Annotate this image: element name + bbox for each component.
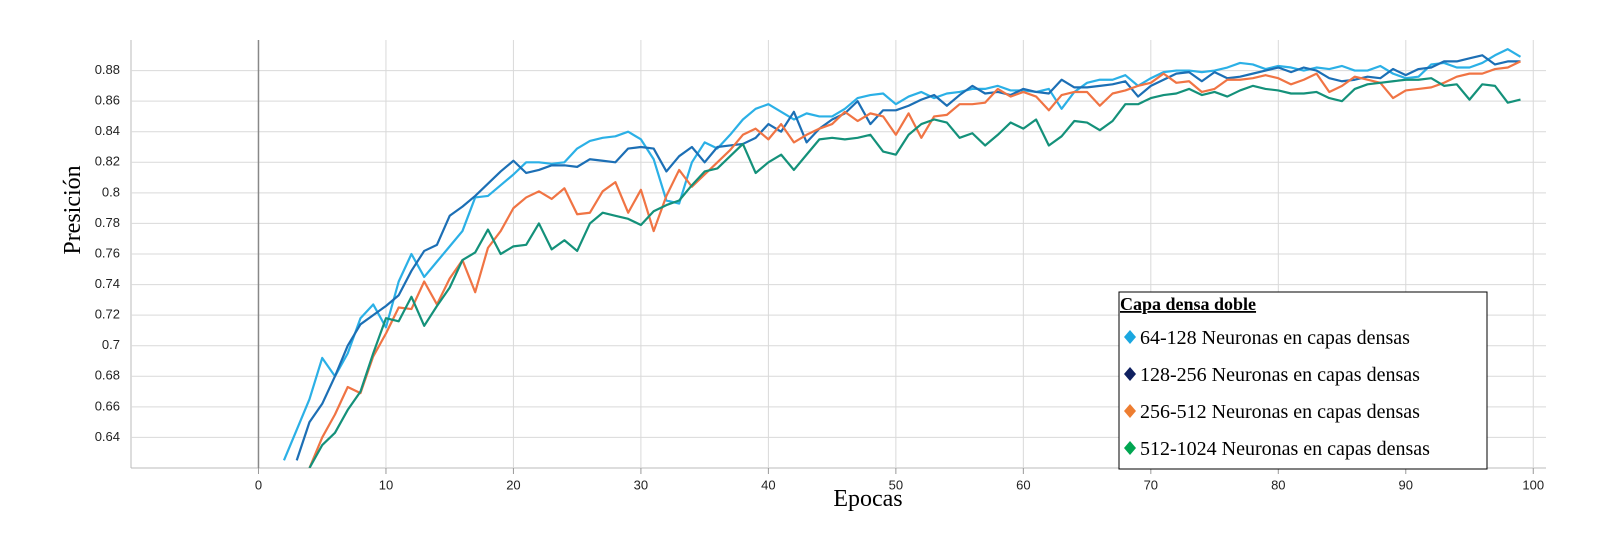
y-tick-label: 0.74 — [95, 276, 120, 291]
y-tick-label: 0.82 — [95, 154, 120, 169]
y-tick-label: 0.78 — [95, 215, 120, 230]
legend-marker — [1124, 367, 1136, 381]
y-tick-label: 0.7 — [102, 337, 120, 352]
x-tick-label: 0 — [255, 477, 262, 492]
x-tick-label: 10 — [379, 477, 393, 492]
x-tick-label: 100 — [1522, 477, 1544, 492]
series-line — [295, 54, 1521, 461]
x-axis-label: Epocas — [833, 486, 902, 512]
legend-label: 128-256 Neuronas en capas densas — [1140, 364, 1420, 386]
legend-marker — [1124, 330, 1136, 344]
y-tick-label: 0.84 — [95, 123, 120, 138]
y-tick-label: 0.66 — [95, 398, 120, 413]
legend-label: 256-512 Neuronas en capas densas — [1140, 401, 1420, 423]
y-tick-label: 0.64 — [95, 429, 120, 444]
y-tick-label: 0.86 — [95, 93, 120, 108]
series-line — [308, 77, 1521, 468]
legend-marker — [1124, 441, 1136, 455]
y-axis-label: Presición — [60, 165, 86, 254]
series-line — [308, 60, 1521, 468]
x-tick-label: 90 — [1399, 477, 1413, 492]
legend-box — [1118, 291, 1488, 470]
grid — [130, 40, 1546, 474]
x-tick-label: 20 — [506, 477, 520, 492]
legend-label: 64-128 Neuronas en capas densas — [1140, 327, 1410, 349]
legend-marker — [1124, 404, 1136, 418]
y-tick-label: 0.8 — [102, 184, 120, 199]
lines — [282, 48, 1522, 468]
y-tick-label: 0.88 — [95, 62, 120, 77]
y-tick-label: 0.76 — [95, 245, 120, 260]
legend: Capa densa doble 64-128 Neuronas en capa… — [1118, 291, 1488, 470]
legend-label: 512-1024 Neuronas en capas densas — [1140, 438, 1430, 460]
y-tick-label: 0.68 — [95, 368, 120, 383]
x-tick-label: 70 — [1144, 477, 1158, 492]
x-tick-label: 40 — [761, 477, 775, 492]
x-tick-label: 60 — [1016, 477, 1030, 492]
x-tick-label: 50 — [889, 477, 903, 492]
labels: 0.64 0.66 0.68 0.7 0.72 0.74 0.76 0.78 0.8 0.82 0.… — [95, 62, 1544, 492]
legend-title: Capa densa doble — [1120, 294, 1256, 314]
x-tick-label: 80 — [1271, 477, 1285, 492]
series-line — [282, 48, 1522, 461]
y-tick-label: 0.72 — [95, 307, 120, 322]
x-tick-label: 30 — [634, 477, 648, 492]
